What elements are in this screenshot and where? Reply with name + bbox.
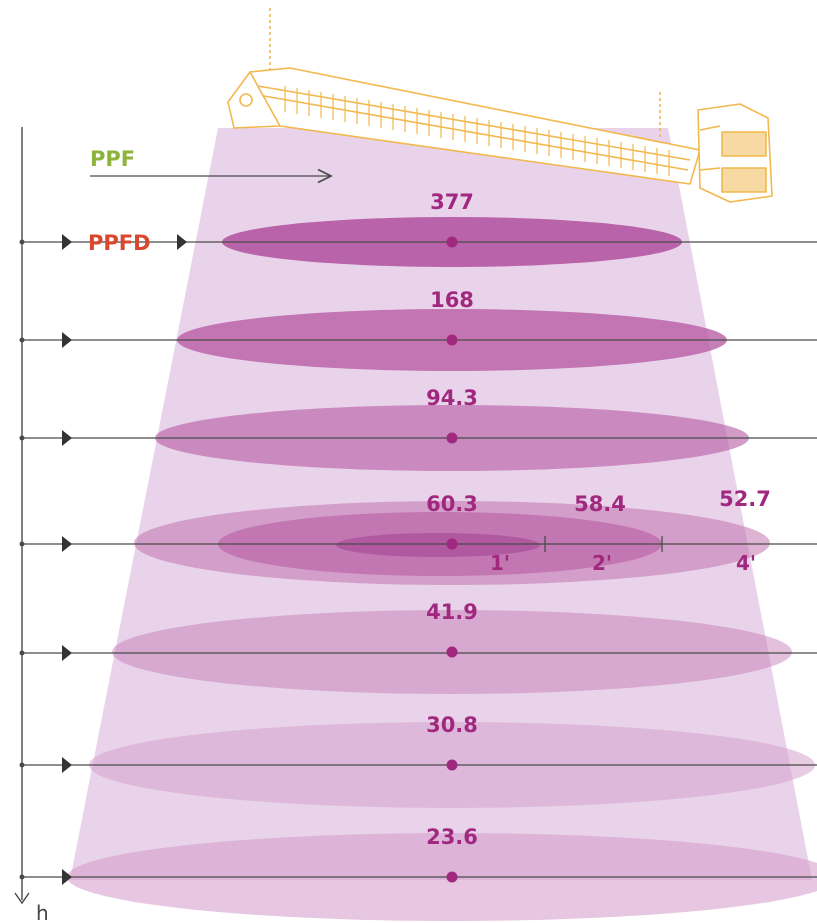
level-arrow-icon: [62, 332, 72, 348]
level-line-1: [19, 234, 817, 250]
distance-label-4ft: 4': [736, 551, 756, 575]
level-line-5: [19, 645, 817, 661]
level-line-3: [19, 430, 817, 446]
center-point: [446, 334, 458, 346]
ppfd-value-1: 377: [430, 190, 474, 214]
level-arrow-icon: [62, 234, 72, 250]
ppfd-value-5: 41.9: [426, 600, 478, 624]
level-line-4: [19, 536, 817, 552]
center-point: [446, 432, 458, 444]
level-arrow-icon: [177, 234, 187, 250]
offset-value-4ft: 52.7: [719, 487, 771, 511]
center-point: [446, 871, 458, 883]
led-grow-light-fixture-icon: [227, 8, 773, 203]
center-points: [446, 236, 458, 883]
level-arrow-icon: [62, 536, 72, 552]
distance-label-1ft: 1': [490, 551, 510, 575]
level-line-2: [19, 332, 817, 348]
height-axis-label: h: [36, 901, 49, 923]
ppfd-value-2: 168: [430, 288, 474, 312]
level-arrow-icon: [62, 869, 72, 885]
center-point: [446, 236, 458, 248]
ppfd-value-6: 30.8: [426, 713, 478, 737]
ppfd-disc-4-inner: [336, 533, 540, 557]
distance-label-2ft: 2': [592, 551, 612, 575]
level-arrow-icon: [62, 645, 72, 661]
level-line-6: [19, 757, 817, 773]
ppfd-value-4: 60.3: [426, 492, 478, 516]
level-arrow-icon: [62, 757, 72, 773]
center-point: [446, 538, 458, 550]
ppfd-value-3: 94.3: [426, 386, 478, 410]
center-point: [446, 646, 458, 658]
level-arrow-icon: [62, 430, 72, 446]
level-lines: [19, 234, 817, 885]
height-axis-arrow-icon: [14, 892, 30, 905]
ppfd-label: PPFD: [88, 231, 151, 255]
ppfd-value-7: 23.6: [426, 825, 478, 849]
center-point: [446, 759, 458, 771]
level-line-7: [19, 869, 817, 885]
ppf-label: PPF: [90, 147, 135, 171]
offset-value-2ft: 58.4: [574, 492, 626, 516]
